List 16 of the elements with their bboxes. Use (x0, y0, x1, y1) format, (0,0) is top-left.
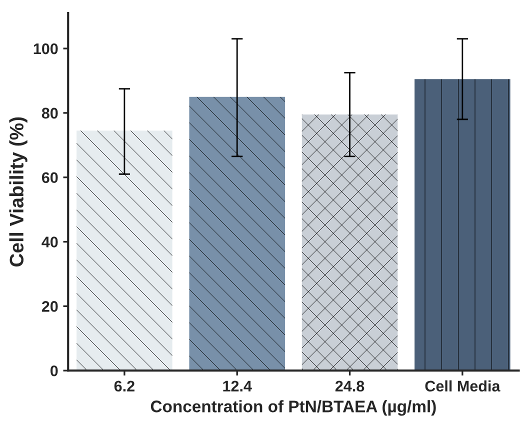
y-tick-label: 80 (42, 108, 58, 119)
bar (302, 114, 398, 371)
bar (189, 96, 285, 371)
y-tick-label: 60 (42, 172, 58, 184)
bar (76, 130, 172, 371)
x-tick-label: 24.8 (335, 380, 364, 392)
x-axis-title: Concentration of PtN/BTAEA (µg/ml) (150, 400, 436, 416)
bar (414, 79, 510, 371)
y-tick-label: 100 (34, 43, 58, 54)
y-tick-label: 40 (42, 236, 58, 248)
x-tick-label: 12.4 (223, 380, 252, 392)
y-axis-title: Cell Viability (%) (9, 117, 28, 266)
y-tick-label: 20 (42, 301, 58, 312)
y-tick-label: 0 (50, 365, 58, 376)
x-tick-label: 6.2 (114, 380, 134, 392)
x-tick-label: Cell Media (425, 380, 500, 392)
